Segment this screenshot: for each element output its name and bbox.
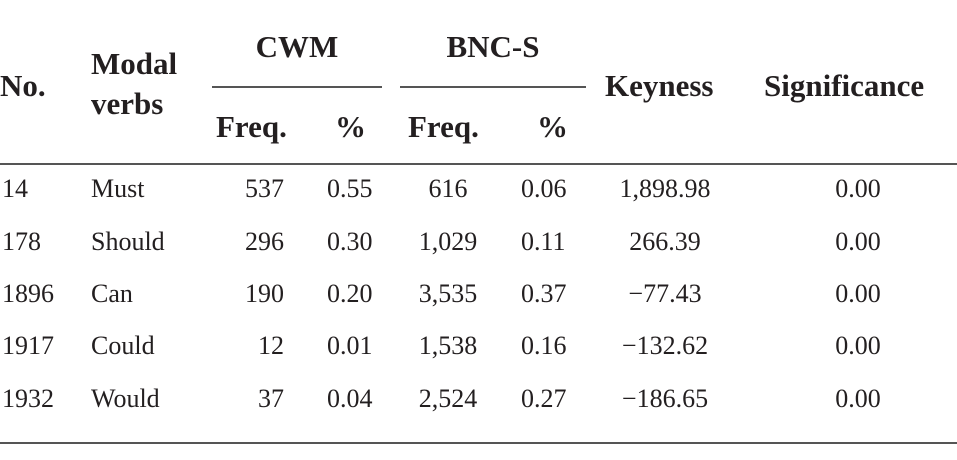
table-row-significance: 0.00 [835,279,881,308]
table-row-bnc-pct: 0.11 [521,227,566,256]
table-row-cwm-pct: 0.01 [327,331,373,360]
table-row-bnc-pct: 0.37 [521,279,567,308]
table-row-cwm-pct: 0.30 [327,227,373,256]
table-row-verb: Would [91,384,160,413]
table-row-keyness: −77.43 [628,279,702,308]
table-row-bnc-pct: 0.16 [521,331,567,360]
header-bottom-rule [0,163,957,165]
header-significance: Significance [764,68,925,103]
header-bnc-pct: % [537,109,568,144]
table-row-significance: 0.00 [835,174,881,203]
header-bnc-freq: Freq. [408,109,479,144]
table-row-cwm-freq: 37 [258,384,284,413]
table-row-significance: 0.00 [835,331,881,360]
table-row-verb: Should [91,227,165,256]
table-row-verb: Could [91,331,155,360]
table-row-cwm-freq: 190 [245,279,284,308]
table-row-verb: Must [91,174,145,203]
table-row-cwm-pct: 0.20 [327,279,373,308]
bncs-spanner-rule [400,86,586,88]
table-row-cwm-pct: 0.55 [327,174,373,203]
table-row-no: 14 [2,174,28,203]
table-row-keyness: 266.39 [629,227,701,256]
table-row-cwm-freq: 12 [258,331,284,360]
header-bncs: BNC-S [446,29,540,64]
header-cwm-freq: Freq. [216,109,287,144]
table-row-cwm-freq: 537 [245,174,284,203]
table-row-no: 1917 [2,331,54,360]
table-row-bnc-freq: 616 [428,174,468,203]
header-modal-line2: verbs [91,86,164,121]
header-no: No. [0,68,46,103]
table-row-cwm-pct: 0.04 [327,384,373,413]
table-row-no: 1932 [2,384,54,413]
header-cwm-pct: % [335,109,366,144]
table-row-keyness: −132.62 [621,331,709,360]
header-modal-line1: Modal [91,46,178,81]
table-row-no: 1896 [2,279,54,308]
table-row-keyness: 1,898.98 [619,174,711,203]
table-row-bnc-freq: 2,524 [418,384,478,413]
table-row-verb: Can [91,279,133,308]
cwm-spanner-rule [212,86,382,88]
header-keyness: Keyness [605,68,714,103]
table-row-no: 178 [2,227,41,256]
table-row-bnc-freq: 3,535 [418,279,478,308]
table-row-cwm-freq: 296 [245,227,284,256]
table-row-significance: 0.00 [835,227,881,256]
table-row-bnc-freq: 1,029 [418,227,478,256]
table-row-bnc-pct: 0.27 [521,384,567,413]
table-row-significance: 0.00 [835,384,881,413]
header-cwm: CWM [255,29,339,64]
table-row-bnc-freq: 1,538 [418,331,478,360]
table-bottom-rule [0,442,957,444]
table-row-bnc-pct: 0.06 [521,174,567,203]
table-row-keyness: −186.65 [621,384,709,413]
